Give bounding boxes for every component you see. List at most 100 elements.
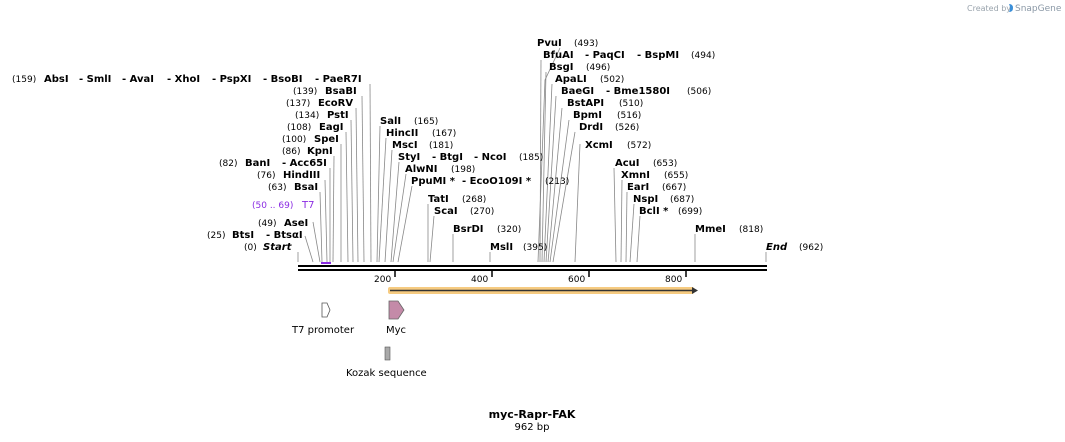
site-position: (320) <box>497 225 521 235</box>
site-position: (25) <box>207 231 225 241</box>
end-label: End <box>766 242 788 253</box>
site-position: (655) <box>664 171 688 181</box>
site-position: (572) <box>627 141 651 151</box>
site-position: (268) <box>462 195 486 205</box>
site-label: MscI <box>392 140 418 151</box>
site-position: (76) <box>257 171 275 181</box>
site-position: (687) <box>670 195 694 205</box>
plasmid-length: 962 bp <box>515 422 550 433</box>
site-position: (159) <box>12 75 36 85</box>
site-position: (699) <box>678 207 702 217</box>
site-label: - BtsαI <box>266 230 303 241</box>
site-label: KpnI <box>307 146 333 157</box>
site-label: - PaqCI <box>585 50 625 61</box>
site-label: - BspMI <box>637 50 679 61</box>
site-label: - XhoI <box>167 74 200 85</box>
site-position: (108) <box>287 123 311 133</box>
site-label: StyI <box>398 152 420 163</box>
site-label: - Acc65I <box>282 158 327 169</box>
site-position: (516) <box>617 111 641 121</box>
ruler-tick-label: 200 <box>374 275 391 285</box>
site-label: AlwNI <box>405 164 438 175</box>
feature-label: Myc <box>386 325 406 336</box>
site-label: BsaBI <box>325 86 357 97</box>
site-position: (185) <box>519 153 543 163</box>
site-position: (496) <box>586 63 610 73</box>
site-position: (86) <box>282 147 300 157</box>
myc-arrow-icon <box>388 300 405 320</box>
site-position: (63) <box>268 183 286 193</box>
kozak-box-icon <box>384 346 391 361</box>
site-label: BstAPI <box>567 98 604 109</box>
site-label: BpmI <box>573 110 602 121</box>
site-label: BsaI <box>294 182 318 193</box>
site-label: SpeI <box>314 134 339 145</box>
site-label: SalI <box>380 116 401 127</box>
site-label: - SmlI <box>79 74 111 85</box>
site-label: TatI <box>428 194 449 205</box>
site-label: ScaI <box>434 206 458 217</box>
feature-kozak[interactable]: Kozak sequence <box>346 346 427 379</box>
site-position: (49) <box>258 219 276 229</box>
site-label: - EcoO109I * <box>462 176 532 187</box>
site-position: (0) <box>244 243 257 253</box>
site-label: EarI <box>627 182 649 193</box>
site-label: MslI <box>490 242 513 253</box>
site-position: (82) <box>219 159 237 169</box>
site-position: (100) <box>282 135 306 145</box>
site-label: AbsI <box>44 74 69 85</box>
site-label: - NcoI <box>474 152 507 163</box>
site-position: (526) <box>615 123 639 133</box>
orf-arrowhead-icon <box>692 287 698 294</box>
site-position: (494) <box>691 51 715 61</box>
site-label: BsgI <box>549 62 573 73</box>
site-label: - PspXI <box>212 74 251 85</box>
ruler: 200 400 600 800 <box>374 270 687 285</box>
orf-arrow[interactable] <box>388 287 698 294</box>
site-label: - BtgI <box>432 152 463 163</box>
site-position: (137) <box>286 99 310 109</box>
site-label: BfuAI <box>543 50 574 61</box>
site-label: - AvaI <box>122 74 154 85</box>
site-label: EcoRV <box>318 98 353 109</box>
site-label: PstI <box>327 110 349 121</box>
site-label: - PaeR7I <box>315 74 362 85</box>
site-label: HindIII <box>283 170 320 181</box>
site-label: EagI <box>319 122 343 133</box>
feature-myc[interactable]: Myc <box>386 300 406 336</box>
site-position: (502) <box>600 75 624 85</box>
credit-brand: SnapGene <box>1015 4 1062 14</box>
site-connectors <box>297 47 767 263</box>
site-label: BsrDI <box>453 224 484 235</box>
site-position: (198) <box>451 165 475 175</box>
site-label: XcmI <box>585 140 613 151</box>
site-label: - BsoBI <box>263 74 302 85</box>
primer-label[interactable]: T7 <box>301 200 314 211</box>
site-position: (510) <box>619 99 643 109</box>
site-label: DrdI <box>579 122 603 133</box>
site-label: BclI * <box>639 206 669 217</box>
site-label: NspI <box>633 194 658 205</box>
site-position: (962) <box>799 243 823 253</box>
ruler-tick-label: 800 <box>665 275 682 285</box>
site-position: (167) <box>432 129 456 139</box>
ruler-tick-label: 600 <box>568 275 585 285</box>
site-position: (667) <box>662 183 686 193</box>
promoter-arrow-icon <box>321 302 331 318</box>
site-label: PpuMI * <box>411 176 456 187</box>
plasmid-name: myc-Rapr-FAK <box>489 408 576 421</box>
ruler-tick-label: 400 <box>471 275 488 285</box>
site-position: (213) <box>545 177 569 187</box>
site-position: (653) <box>653 159 677 169</box>
feature-t7-promoter[interactable]: T7 promoter <box>291 302 355 336</box>
site-label: AseI <box>284 218 308 229</box>
site-label: ApaLI <box>555 74 587 85</box>
site-label: HincII <box>386 128 418 139</box>
site-label: AcuI <box>615 158 640 169</box>
sequence-backbone <box>298 265 767 271</box>
site-position: (134) <box>295 111 319 121</box>
site-position: (493) <box>574 39 598 49</box>
feature-label: Kozak sequence <box>346 368 427 379</box>
site-position: (818) <box>739 225 763 235</box>
